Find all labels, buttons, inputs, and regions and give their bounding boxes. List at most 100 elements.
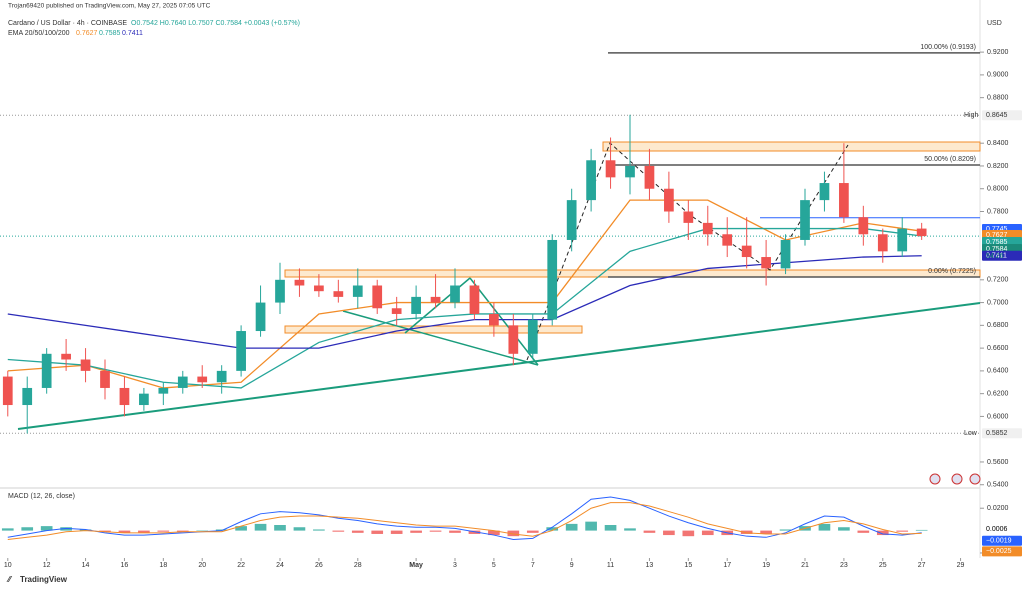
candle-body [877,234,888,252]
y-tick-label: 0.6400 [987,368,1009,375]
y-tick-label: 0.5400 [987,482,1009,489]
flag-icon [929,473,941,485]
logo-icon: ⁄⁄ [6,575,12,584]
histogram-bar [390,530,403,534]
histogram-bar [371,530,384,534]
candle-body [411,296,421,314]
y-tick-label: 0.8200 [987,163,1009,170]
histogram-bar [546,527,559,531]
histogram-bar [274,525,286,531]
candle-body [119,387,130,406]
histogram-bar [682,530,695,537]
y-tick-label: 0.8400 [987,140,1009,147]
badge-label: 0.7745 [986,226,1008,233]
y-tick-label: 0.6800 [987,322,1009,329]
histogram-bar [79,529,92,531]
y-tick-label: 0.8800 [987,95,1009,102]
candle-body [702,222,713,235]
histogram-bar [857,530,870,533]
histogram-bar [760,530,772,534]
histogram-bar [176,530,189,532]
candle-body [683,211,694,223]
histogram-bar [40,526,53,531]
price-badge [982,546,1022,557]
candle-body [314,285,324,292]
flag-icon [969,473,981,485]
fib-label: 100.00% (0.9193) [920,44,976,51]
ohlc: O0.7542 H0.7640 L0.7507 C0.7584 +0.0043 … [131,20,300,27]
fib-label: 50.00% (0.8209) [924,156,976,163]
publisher: Trojan69420 published on TradingView.com… [8,3,211,10]
y-tick-label: 0.6200 [987,390,1009,397]
candle-body [333,291,344,297]
candle-body [372,285,383,309]
candle-body [158,387,169,394]
histogram-bar [604,525,617,531]
flag-icon [951,473,963,485]
candle-body [761,257,771,269]
x-tick-label: May [409,562,423,569]
signal-line [7,502,922,541]
candle-body [547,239,558,320]
candle-body [664,188,674,212]
candle-body [489,313,499,326]
histogram-bar [507,530,520,537]
macd-title: MACD (12, 26, close) [8,493,75,500]
y-tick-label: 0.7000 [987,299,1009,306]
histogram-bar [663,530,675,536]
candle-body [139,393,149,406]
candle-body [819,183,830,201]
x-tick-label: 24 [276,562,284,569]
x-tick-label: 17 [723,562,731,569]
candle-body [586,160,596,201]
histogram-bar [215,529,228,531]
candle-body [644,165,655,189]
x-tick-label: 21 [801,562,809,569]
price-badge [982,523,1022,534]
histogram-bar [332,530,345,532]
y-tick-label: 0.9200 [987,49,1009,56]
candle-body [352,285,363,297]
histogram-bar [157,530,170,532]
price-badge [982,110,1022,121]
macd-line [7,496,922,541]
y-tick-label: 0.7200 [987,277,1009,284]
badge-label: 0.7585 [986,239,1008,246]
candle-body [722,234,733,246]
histogram-bar [313,529,325,531]
x-tick-label: 27 [918,562,926,569]
level-name: Low [964,430,978,437]
x-tick-label: 3 [453,562,457,569]
histogram-bar [896,530,909,532]
histogram-bar [838,527,850,531]
zone [602,141,981,152]
histogram-bar [915,529,928,531]
candle-body [275,279,285,303]
x-tick-label: 28 [354,562,362,569]
candle-body [469,285,480,314]
badge-label: 0.7627 [986,232,1008,239]
candle-body [800,200,810,240]
price-badge [982,428,1022,439]
y-tick-label: 0.6000 [987,413,1009,420]
price-badge [982,250,1022,261]
logo: TradingView [20,575,68,584]
y-tick-label: 0.0200 [987,505,1009,512]
x-tick-label: 18 [159,562,167,569]
x-tick-label: 14 [82,562,90,569]
y-tick-label: 0.7800 [987,208,1009,215]
candle-body [2,376,13,406]
x-tick-label: 25 [879,562,887,569]
x-tick-label: 16 [121,562,129,569]
candle-body [61,353,71,360]
candle-body [255,302,266,332]
x-tick-label: 5 [492,562,496,569]
badge-label: 0.8645 [986,112,1008,119]
candle-body [508,325,519,354]
ema-value: 0.7585 [99,30,121,37]
candle-body [741,245,752,258]
candle-body [780,239,791,269]
trendline [17,302,981,430]
candle-body [80,359,91,371]
